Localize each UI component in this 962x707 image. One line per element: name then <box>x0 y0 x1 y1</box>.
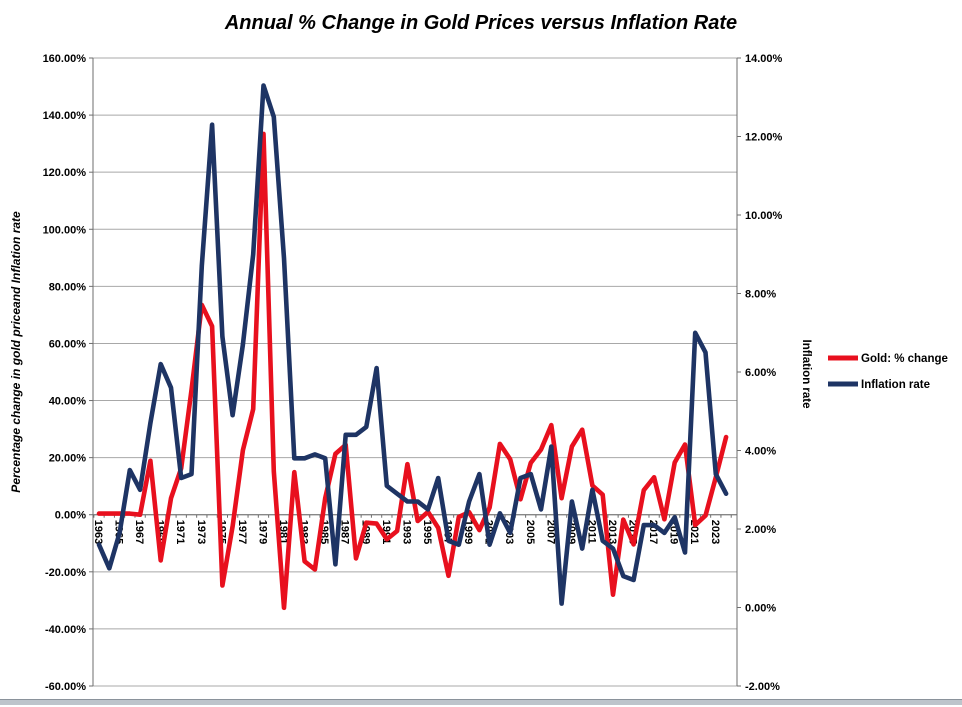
x-axis-tick-label: 1977 <box>236 520 248 544</box>
left-axis-title: Percentage change in gold priceand Infla… <box>9 211 23 493</box>
right-axis-tick-label: 4.00% <box>745 446 776 458</box>
right-axis-tick-label: 10.00% <box>745 210 783 222</box>
left-axis-tick-label: 140.00% <box>43 110 87 122</box>
right-axis-tick-label: 12.00% <box>745 132 783 144</box>
right-axis-tick-label: 14.00% <box>745 53 783 65</box>
gold-series-line <box>96 131 729 611</box>
x-axis-tick-label: 1993 <box>400 520 412 544</box>
legend-inflation-label: Inflation rate <box>861 379 930 391</box>
left-axis-tick-label: 100.00% <box>43 224 87 236</box>
inflation-series-line <box>96 83 729 606</box>
x-axis-tick-label: 1995 <box>421 520 433 544</box>
x-axis-tick-label: 2005 <box>524 520 536 544</box>
right-axis-tick-label: 2.00% <box>745 524 776 536</box>
right-axis-tick-label: 6.00% <box>745 367 776 379</box>
right-axis-tick-labels: 14.00% 12.00% 10.00% 8.00% 6.00% 4.00% 2.00% 0.… <box>745 53 783 693</box>
left-axis-tick-label: 40.00% <box>49 396 87 408</box>
x-axis-tick-label: 2023 <box>709 520 721 544</box>
x-axis-tick-label: 1971 <box>174 520 186 544</box>
right-axis-tick-label: 0.00% <box>745 603 776 615</box>
window-edge-bar <box>0 699 962 705</box>
data-series <box>96 83 729 611</box>
left-axis-tick-label: -40.00% <box>45 624 86 636</box>
x-axis-tick-label: 1987 <box>339 520 351 544</box>
right-axis-tick-label: -2.00% <box>745 681 780 693</box>
left-axis-tick-label: 120.00% <box>43 167 87 179</box>
left-axis-tick-label: -20.00% <box>45 567 86 579</box>
x-axis-tick-label: 2007 <box>544 520 556 544</box>
x-axis-tick-label: 1979 <box>256 520 268 544</box>
legend: Gold: % change Inflation rate <box>828 353 948 391</box>
right-axis-title: Inflation rate <box>800 339 812 408</box>
left-axis-tick-label: -60.00% <box>45 681 86 693</box>
x-axis-tick-label: 1967 <box>133 520 145 544</box>
legend-gold-label: Gold: % change <box>861 353 948 365</box>
left-axis-tick-label: 60.00% <box>49 338 87 350</box>
left-axis-tick-label: 20.00% <box>49 453 87 465</box>
x-axis-tick-label: 1973 <box>195 520 207 544</box>
left-axis-tick-labels: 160.00% 140.00% 120.00% 100.00% 80.00% 60.00%… <box>43 53 87 693</box>
x-axis-tick-label: 1963 <box>92 520 104 544</box>
left-axis-tick-label: 0.00% <box>55 510 86 522</box>
chart-title: Annual % Change in Gold Prices versus In… <box>224 12 737 34</box>
right-axis-tick-label: 8.00% <box>745 289 776 301</box>
left-axis-tick-label: 80.00% <box>49 281 87 293</box>
left-axis-tick-label: 160.00% <box>43 53 87 65</box>
